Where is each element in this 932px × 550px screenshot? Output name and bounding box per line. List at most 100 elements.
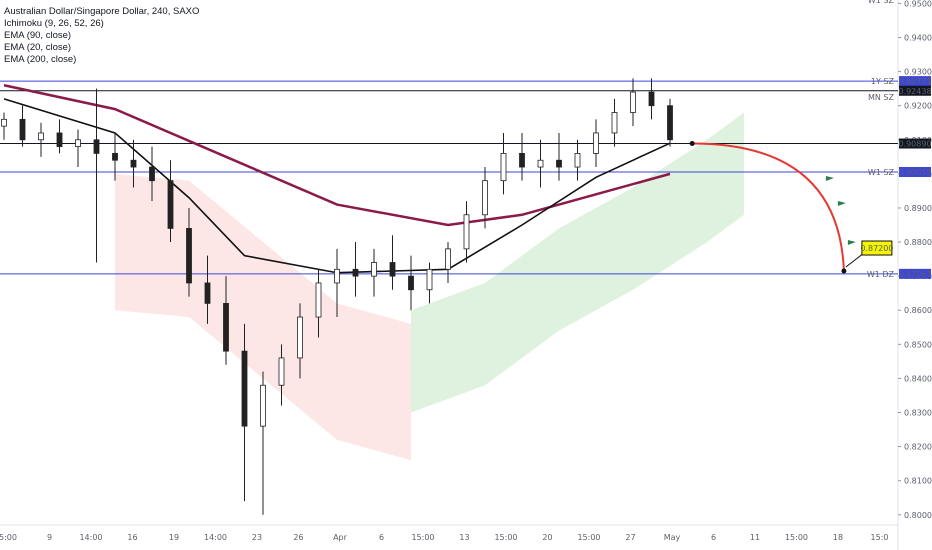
x-tick-label: 15:00	[494, 533, 517, 542]
candle-body	[56, 132, 63, 147]
candle-body	[408, 275, 414, 291]
price-tag	[899, 166, 931, 177]
candle-body	[482, 180, 488, 216]
ichimoku-cloud-bullish	[411, 112, 744, 413]
x-tick-label: 19	[169, 533, 179, 542]
legend-title: Australian Dollar/Singapore Dollar, 240,…	[4, 6, 200, 17]
candle-body	[426, 268, 433, 291]
price-tag	[899, 85, 931, 96]
price-tag-label: 0.92438	[898, 87, 931, 96]
x-tick-label: 20	[542, 533, 552, 542]
candle-body	[204, 282, 211, 304]
target-label: 0.87200	[860, 244, 893, 253]
level-label: MN SZ	[868, 93, 895, 102]
x-tick-label: 5:00	[0, 533, 17, 542]
x-tick-label: 14:00	[79, 533, 102, 542]
chart-legend: Australian Dollar/Singapore Dollar, 240,…	[4, 6, 199, 66]
x-tick-label: 15:00	[411, 533, 434, 542]
target-leader	[845, 252, 865, 268]
candle-body	[574, 153, 581, 168]
x-tick-label: 15:0	[871, 533, 889, 542]
candle-body	[352, 268, 359, 277]
price-tag-label: 0.90055	[898, 168, 931, 177]
candle-body	[593, 132, 599, 154]
price-tag	[899, 268, 931, 279]
x-tick-label: 26	[293, 533, 303, 542]
x-tick-label: 15:00	[577, 533, 600, 542]
candle-body	[537, 159, 544, 168]
x-tick-label: 6	[379, 533, 384, 542]
candle-body	[167, 180, 174, 229]
x-tick-label: May	[664, 533, 681, 542]
x-tick-label: 15:00	[785, 533, 808, 542]
candle-body	[611, 112, 618, 134]
candle-body	[334, 268, 340, 284]
candle-body	[389, 262, 396, 277]
target-box	[861, 240, 893, 256]
top-level-label: W1 SZ	[868, 0, 895, 5]
x-tick-label: 18	[833, 533, 843, 542]
candle-body	[186, 228, 192, 284]
candle-body	[38, 132, 44, 141]
price-tag	[899, 76, 931, 87]
candle-body	[19, 118, 26, 141]
level-label: W1 DZ	[867, 270, 895, 279]
level-label: W1 SZ	[868, 168, 895, 177]
legend-ema-200: EMA (200, close)	[4, 54, 77, 65]
price-tag-label: 0.87067	[898, 270, 931, 279]
candle-body	[648, 91, 655, 107]
candle-body	[315, 282, 322, 318]
candle-body	[371, 262, 377, 277]
x-tick-label: 13	[459, 533, 469, 542]
candle-body	[241, 350, 248, 427]
candle-body	[463, 214, 470, 250]
y-tick-label: 0.80000	[904, 511, 932, 520]
candle-body	[519, 153, 525, 168]
candle-body	[223, 303, 229, 352]
x-tick-label: 14:00	[204, 533, 227, 542]
x-tick-label: 11	[750, 533, 760, 542]
projection-arc	[692, 142, 845, 272]
candle-body	[1, 118, 7, 127]
legend-ema-90: EMA (90, close)	[4, 30, 72, 41]
candle-body	[93, 139, 100, 154]
candle-body	[500, 153, 507, 182]
candle-body	[75, 139, 81, 147]
flag-icon	[837, 201, 846, 206]
candle-body	[112, 153, 118, 161]
x-tick-label: 9	[47, 533, 52, 542]
candle-body	[445, 248, 451, 270]
x-tick-label: 27	[625, 533, 635, 542]
x-tick-label: 6	[711, 533, 716, 542]
candle-body	[556, 159, 562, 168]
x-tick-label: 16	[127, 533, 137, 542]
level-label: 1Y SZ	[871, 77, 895, 86]
legend-ema-20: EMA (20, close)	[4, 42, 72, 53]
ema-200-line	[3, 84, 671, 227]
price-tag-label: 0.92721	[898, 77, 931, 86]
candle-body	[278, 357, 285, 386]
x-tick-label: 23	[252, 533, 262, 542]
legend-ichimoku: Ichimoku (9, 26, 52, 26)	[4, 18, 104, 29]
projection-start-dot	[689, 141, 695, 147]
flag-icon	[847, 240, 856, 245]
price-tag	[899, 138, 931, 149]
x-tick-label: Apr	[333, 533, 348, 542]
candle-body	[667, 105, 673, 141]
candle-body	[149, 166, 155, 182]
flag-icon	[825, 176, 834, 181]
candle-body	[130, 159, 137, 168]
